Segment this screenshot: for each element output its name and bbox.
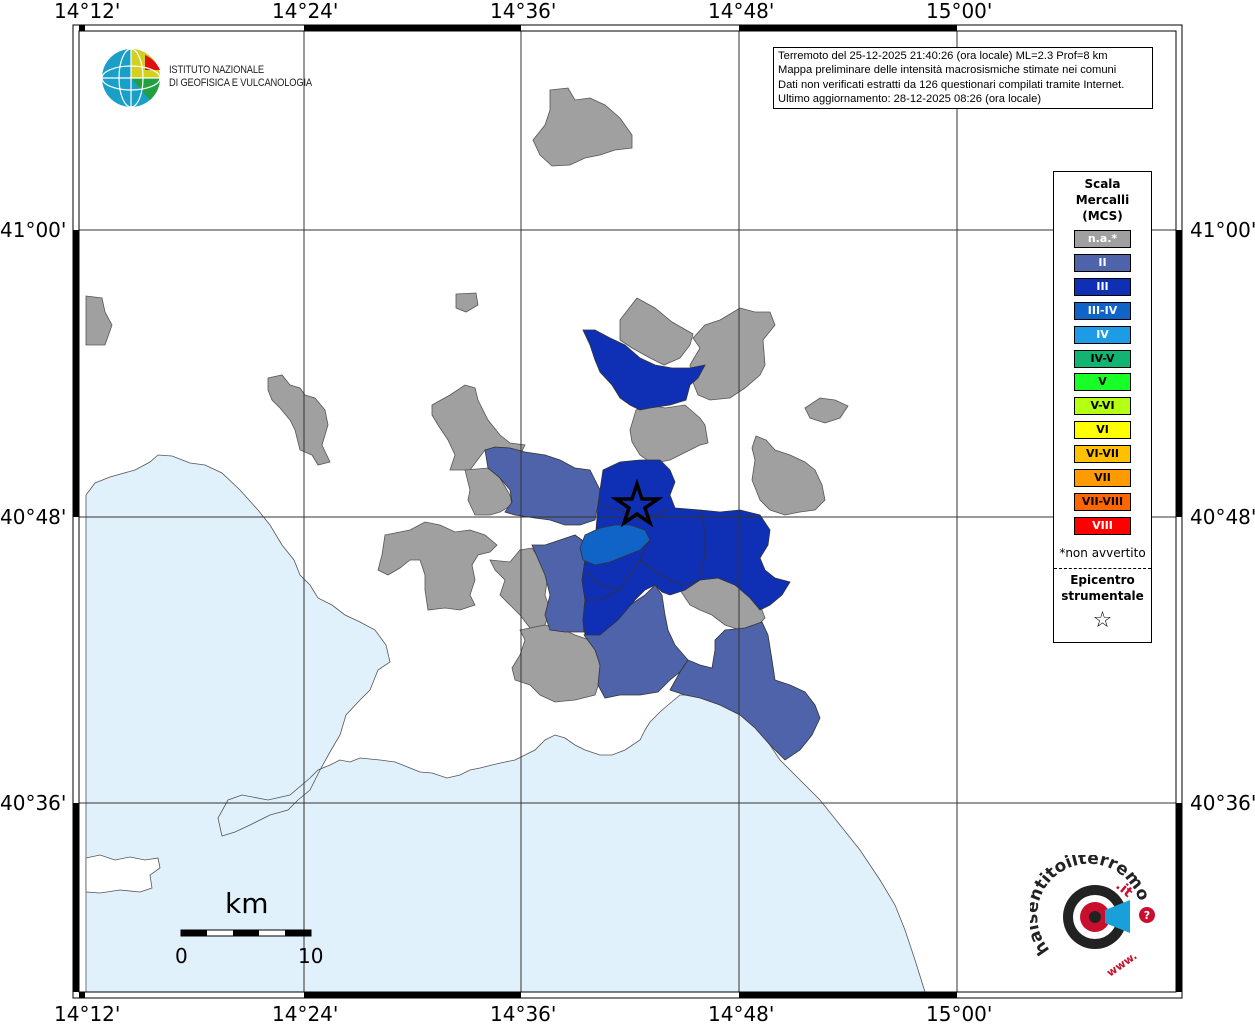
lat-label-left-1: 41°00' bbox=[0, 218, 67, 242]
epicenter-star bbox=[610, 478, 664, 528]
intensity-iii-iv-municipality bbox=[579, 524, 651, 566]
lon-label-top-4: 14°48' bbox=[708, 0, 775, 23]
scale-end: 10 bbox=[298, 944, 324, 968]
legend-separator bbox=[1054, 568, 1151, 569]
scale-start: 0 bbox=[175, 944, 188, 968]
scale-bar bbox=[180, 929, 312, 937]
legend-item: VI bbox=[1074, 421, 1131, 440]
legend-item: IV-V bbox=[1074, 349, 1131, 368]
event-info-line: Ultimo aggiornamento: 28-12-2025 08:26 (… bbox=[778, 93, 1042, 106]
mcs-legend: Scala Mercalli (MCS) n.a.* II III III-IV IV I… bbox=[1053, 171, 1152, 643]
legend-item: n.a.* bbox=[1074, 230, 1131, 248]
lat-label-right-3: 40°36' bbox=[1190, 791, 1255, 815]
legend-note: *non avvertito bbox=[1059, 546, 1146, 560]
haisentito-logo-icon: ? haisentitoilterremoto .it www. bbox=[1030, 855, 1155, 979]
legend-item: II bbox=[1074, 253, 1131, 272]
legend-epicenter-star-icon: ☆ bbox=[1092, 608, 1113, 633]
legend-epi-line: Epicentro bbox=[1070, 573, 1135, 587]
lon-label-bottom-1: 14°12' bbox=[54, 1002, 121, 1026]
lat-label-right-2: 40°48' bbox=[1190, 505, 1255, 529]
logo-line-1: ISTITUTO NAZIONALE bbox=[169, 64, 264, 76]
event-info-line: Terremoto del 25-12-2025 21:40:26 (ora l… bbox=[778, 50, 1108, 62]
graticule bbox=[79, 31, 1176, 992]
lon-label-top-1: 14°12' bbox=[54, 0, 121, 23]
svg-text:?: ? bbox=[1144, 909, 1150, 922]
lon-label-bottom-5: 15°00' bbox=[926, 1002, 993, 1026]
legend-item: VII bbox=[1074, 469, 1131, 487]
lon-label-bottom-4: 14°48' bbox=[708, 1002, 775, 1026]
legend-title-line: Scala bbox=[1084, 177, 1121, 191]
scale-unit: km bbox=[225, 887, 269, 920]
legend-epi-line: strumentale bbox=[1061, 589, 1144, 603]
legend-item: VI-VII bbox=[1074, 445, 1131, 464]
legend-title: Scala Mercalli (MCS) bbox=[1054, 176, 1151, 224]
legend-item: V bbox=[1074, 373, 1131, 392]
intensity-ii-municipalities bbox=[484, 446, 821, 761]
legend-item: III bbox=[1074, 277, 1131, 296]
lon-label-top-3: 14°36' bbox=[490, 0, 557, 23]
municipal-borders bbox=[584, 504, 706, 601]
lat-label-left-3: 40°36' bbox=[0, 791, 67, 815]
legend-title-line: (MCS) bbox=[1082, 209, 1123, 223]
legend-item: V-VI bbox=[1074, 397, 1131, 416]
legend-item: VIII bbox=[1074, 516, 1131, 535]
badge-www: www. bbox=[1104, 949, 1139, 979]
legend-item: VII-VIII bbox=[1074, 492, 1131, 511]
logo-line-2: DI GEOFISICA E VULCANOLOGIA bbox=[169, 77, 312, 89]
lat-label-right-1: 41°00' bbox=[1190, 218, 1255, 242]
map-frame bbox=[72, 24, 1183, 999]
legend-item: IV bbox=[1074, 325, 1131, 344]
island-capri bbox=[85, 854, 161, 894]
legend-title-line: Mercalli bbox=[1075, 193, 1130, 207]
lon-label-bottom-2: 14°24' bbox=[272, 1002, 339, 1026]
event-info-line: Mappa preliminare delle intensità macros… bbox=[778, 64, 1117, 77]
grey-municipalities bbox=[85, 87, 849, 703]
lat-label-left-2: 40°48' bbox=[0, 505, 67, 529]
legend-item: III-IV bbox=[1074, 301, 1131, 320]
ingv-logo-text: ISTITUTO NAZIONALE DI GEOFISICA E VULCAN… bbox=[169, 64, 312, 90]
lon-label-top-5: 15°00' bbox=[926, 0, 993, 23]
lon-label-bottom-3: 14°36' bbox=[490, 1002, 557, 1026]
ingv-logo-icon bbox=[101, 48, 161, 108]
lon-label-top-2: 14°24' bbox=[272, 0, 339, 23]
legend-epicenter-label: Epicentro strumentale bbox=[1054, 572, 1151, 604]
event-info-line: Dati non verificati estratti da 126 ques… bbox=[778, 78, 1125, 91]
event-info-box: Terremoto del 25-12-2025 21:40:26 (ora l… bbox=[773, 47, 1153, 109]
